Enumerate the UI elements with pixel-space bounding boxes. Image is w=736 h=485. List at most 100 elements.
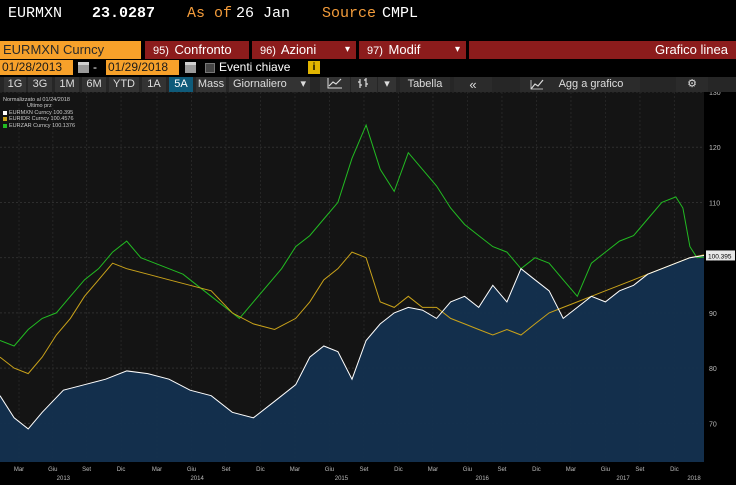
actions-button[interactable]: 96) Azioni ▾ bbox=[252, 41, 356, 59]
bar-chart-type-button[interactable] bbox=[351, 77, 377, 92]
range-6m-button[interactable]: 6M bbox=[82, 77, 106, 92]
x-tick-label: Set bbox=[82, 467, 91, 473]
last-price: 23.0287 bbox=[92, 5, 156, 22]
legend-entry: EURZAR Curncy 100.1376 bbox=[3, 123, 75, 129]
source-label: Source bbox=[322, 5, 377, 22]
year-tick-label: 2017 bbox=[616, 476, 630, 482]
x-tick-label: Set bbox=[221, 467, 230, 473]
x-tick-label: Giu bbox=[601, 467, 610, 473]
table-button[interactable]: Tabella bbox=[400, 77, 450, 92]
x-tick-label: Mar bbox=[14, 467, 24, 473]
command-bar: EURMXN Curncy 95) Confronto 96) Azioni ▾… bbox=[0, 41, 736, 59]
end-date-field[interactable]: 01/29/2018 bbox=[106, 60, 179, 75]
compare-button[interactable]: 95) Confronto bbox=[145, 41, 249, 59]
edit-button-number: 97) bbox=[367, 45, 383, 57]
as-of-label: As of bbox=[187, 5, 233, 22]
x-tick-label: Mar bbox=[566, 467, 576, 473]
chart-toolbar: 1G 3G 1M 6M YTD 1A 5A Mass Giornaliero ▾… bbox=[0, 77, 736, 92]
legend-header: Normalizzato al 01/24/2018 bbox=[3, 97, 70, 103]
security-input[interactable]: EURMXN Curncy bbox=[0, 41, 141, 59]
range-5a-button[interactable]: 5A bbox=[169, 77, 193, 92]
compare-button-label: Confronto bbox=[174, 42, 232, 57]
actions-button-number: 96) bbox=[260, 45, 276, 57]
date-separator: - bbox=[93, 60, 97, 74]
chevron-down-icon: ▾ bbox=[454, 44, 460, 55]
add-to-chart-button[interactable]: Agg a grafico bbox=[520, 77, 640, 92]
info-icon[interactable]: i bbox=[308, 61, 320, 74]
range-1m-button[interactable]: 1M bbox=[55, 77, 79, 92]
add-to-chart-label: Agg a grafico bbox=[558, 78, 624, 90]
compare-button-number: 95) bbox=[153, 45, 169, 57]
y-tick-label: 130 bbox=[709, 92, 721, 97]
calendar-icon[interactable] bbox=[78, 62, 89, 73]
y-tick-label: 80 bbox=[709, 366, 717, 373]
x-tick-label: Dic bbox=[256, 467, 265, 473]
axis-background bbox=[704, 92, 736, 485]
series-line bbox=[0, 123, 705, 347]
line-chart: 708090100110120130MarGiuSetDicMarGiuSetD… bbox=[0, 92, 736, 485]
range-3g-button[interactable]: 3G bbox=[28, 77, 52, 92]
x-tick-label: Giu bbox=[463, 467, 472, 473]
series-line bbox=[0, 255, 705, 430]
calendar-icon[interactable] bbox=[185, 62, 196, 73]
legend-swatch bbox=[3, 111, 7, 116]
page-title: Grafico linea bbox=[469, 41, 736, 59]
ohlc-bar-icon bbox=[358, 78, 368, 88]
as-of-value: 26 Jan bbox=[236, 5, 291, 22]
x-tick-label: Giu bbox=[325, 467, 334, 473]
x-tick-label: Set bbox=[635, 467, 644, 473]
chart-legend: Normalizzato al 01/24/2018 Ultimo prz EU… bbox=[3, 97, 75, 129]
last-value-tag bbox=[706, 250, 735, 261]
x-tick-label: Mar bbox=[290, 467, 300, 473]
range-ytd-button[interactable]: YTD bbox=[109, 77, 139, 92]
last-value-label: 100.395 bbox=[708, 253, 732, 260]
edit-button[interactable]: 97) Modif ▾ bbox=[359, 41, 466, 59]
legend-subheader: Ultimo prz bbox=[27, 103, 52, 110]
year-tick-label: 2015 bbox=[335, 476, 349, 482]
frequency-select[interactable]: Giornaliero ▾ bbox=[229, 77, 310, 92]
y-tick-label: 70 bbox=[709, 421, 717, 428]
x-tick-label: Dic bbox=[670, 467, 679, 473]
source-value: CMPL bbox=[382, 5, 419, 22]
legend-entry-label: EURZAR Curncy 100.1376 bbox=[9, 122, 76, 129]
series-line bbox=[0, 251, 705, 375]
series-area bbox=[0, 255, 704, 462]
line-chart-type-button[interactable] bbox=[320, 77, 350, 92]
legend-swatch bbox=[3, 117, 7, 122]
legend-entry-label: EURIDR Curncy 100.4576 bbox=[9, 116, 74, 123]
frequency-value: Giornaliero bbox=[233, 78, 287, 90]
collapse-button[interactable]: « bbox=[454, 77, 492, 92]
year-tick-label: 2013 bbox=[57, 476, 71, 482]
x-tick-label: Dic bbox=[532, 467, 541, 473]
x-tick-label: Giu bbox=[187, 467, 196, 473]
year-tick-label: 2014 bbox=[190, 476, 204, 482]
range-1g-button[interactable]: 1G bbox=[4, 77, 26, 92]
x-tick-label: Set bbox=[359, 467, 368, 473]
x-tick-label: Mar bbox=[152, 467, 162, 473]
x-tick-label: Giu bbox=[48, 467, 57, 473]
edit-button-label: Modif bbox=[388, 42, 421, 57]
legend-entry-label: EURMXN Curncy 100.395 bbox=[9, 109, 74, 116]
legend-swatch bbox=[3, 123, 7, 128]
line-chart-icon bbox=[327, 78, 342, 89]
chart-type-dropdown[interactable]: ▾ bbox=[378, 77, 396, 92]
range-1a-button[interactable]: 1A bbox=[142, 77, 166, 92]
settings-button[interactable]: ⚙ bbox=[676, 77, 708, 92]
legend-entry: EURIDR Curncy 100.4576 bbox=[3, 116, 75, 122]
add-chart-icon bbox=[530, 79, 544, 90]
year-tick-label: 2018 bbox=[687, 476, 701, 482]
key-events-checkbox[interactable] bbox=[205, 63, 215, 73]
ticker-symbol: EURMXN bbox=[8, 5, 63, 22]
x-tick-label: Dic bbox=[394, 467, 403, 473]
quote-header: EURMXN 23.0287 As of 26 Jan Source CMPL bbox=[0, 0, 736, 30]
actions-button-label: Azioni bbox=[280, 42, 317, 57]
start-date-field[interactable]: 01/28/2013 bbox=[0, 60, 73, 75]
legend-entry: EURMXN Curncy 100.395 bbox=[3, 110, 75, 116]
x-tick-label: Dic bbox=[117, 467, 126, 473]
date-range-row: 01/28/2013 - 01/29/2018 Eventi chiave i bbox=[0, 60, 736, 76]
year-tick-label: 2016 bbox=[476, 476, 490, 482]
key-events-label: Eventi chiave bbox=[219, 60, 291, 74]
chevron-down-icon: ▾ bbox=[300, 78, 306, 90]
range-max-button[interactable]: Mass bbox=[196, 77, 226, 92]
chevron-down-icon: ▾ bbox=[344, 44, 350, 55]
